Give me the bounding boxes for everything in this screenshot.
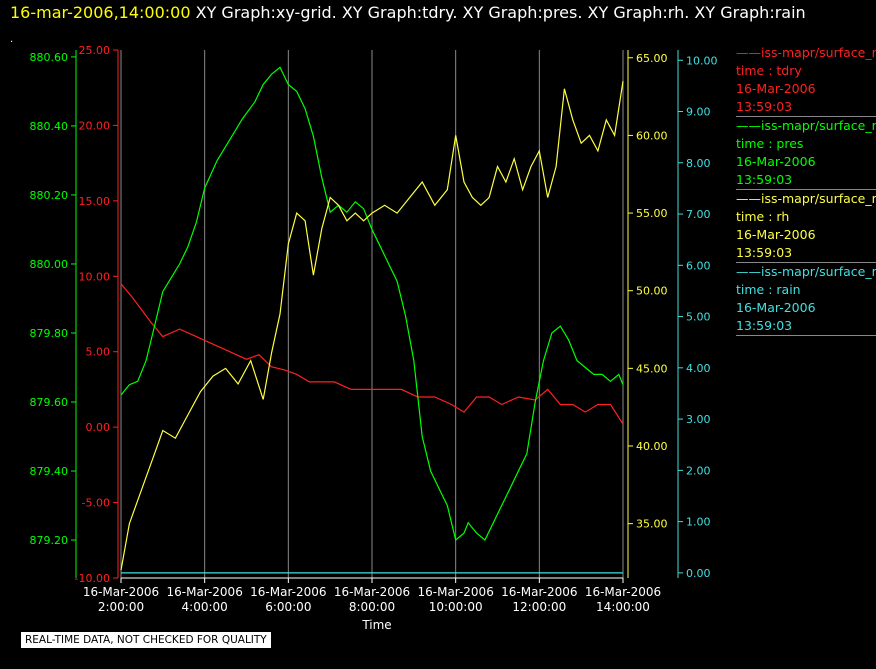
legend-date: 16-Mar-2006 — [736, 81, 816, 96]
rh-axis-tick-label: 55.00 — [636, 207, 668, 220]
rain-axis-tick-label: 9.00 — [686, 106, 711, 119]
pres-axis-tick-label: 880.00 — [30, 258, 69, 271]
x-axis-label: Time — [361, 618, 391, 632]
legend-source: ——iss-mapr/surface_m — [736, 45, 876, 60]
rain-axis-tick-label: 0.00 — [686, 567, 711, 580]
tdry-axis-tick-label: 25.00 — [79, 44, 111, 57]
legend-source: ——iss-mapr/surface_m — [736, 191, 876, 206]
tdry-axis-tick-label: 15.00 — [79, 195, 111, 208]
series-line-rh — [120, 81, 624, 571]
x-tick-label-time: 4:00:00 — [182, 600, 228, 614]
tdry-axis-tick-label: -5.00 — [82, 497, 110, 510]
rain-axis-tick-label: 7.00 — [686, 208, 711, 221]
title-timestamp: 16-mar-2006,14:00:00 — [10, 3, 191, 22]
legend-time: 13:59:03 — [736, 318, 793, 333]
x-tick-label-date: 16-Mar-2006 — [501, 585, 577, 599]
legend-field: time : pres — [736, 136, 804, 151]
legend-source: ——iss-mapr/surface_m — [736, 118, 876, 133]
x-tick-label-date: 16-Mar-2006 — [585, 585, 661, 599]
x-tick-label-date: 16-Mar-2006 — [334, 585, 410, 599]
legend-entry-rh: ——iss-mapr/surface_m time : rh 16-Mar-20… — [736, 190, 876, 263]
x-tick-label-time: 8:00:00 — [349, 600, 395, 614]
series-line-tdry — [120, 283, 624, 425]
legend-date: 16-Mar-2006 — [736, 227, 816, 242]
tdry-axis-tick-label: 10.00 — [79, 270, 111, 283]
series-line-pres — [120, 66, 624, 542]
tdry-axis-tick-label: 0.00 — [86, 421, 111, 434]
rain-axis-tick-label: 3.00 — [686, 413, 711, 426]
rain-axis-tick-label: 1.00 — [686, 516, 711, 529]
legend-date: 16-Mar-2006 — [736, 300, 816, 315]
legend-field: time : rain — [736, 282, 801, 297]
rh-axis-tick-label: 35.00 — [636, 518, 668, 531]
legend: ——iss-mapr/surface_m time : tdry 16-Mar-… — [736, 44, 876, 336]
legend-time: 13:59:03 — [736, 245, 793, 260]
x-tick-label-time: 14:00:00 — [596, 600, 650, 614]
tdry-axis-tick-label: -10.00 — [75, 572, 110, 585]
rh-axis-tick-label: 65.00 — [636, 52, 668, 65]
legend-field: time : tdry — [736, 63, 802, 78]
rain-axis-tick-label: 10.00 — [686, 54, 718, 67]
x-tick-label-time: 10:00:00 — [429, 600, 483, 614]
stray-dot: . — [10, 34, 14, 45]
pres-axis-tick-label: 879.40 — [30, 465, 69, 478]
pres-axis-tick-label: 879.60 — [30, 396, 69, 409]
rain-axis-tick-label: 6.00 — [686, 259, 711, 272]
legend-separator — [736, 116, 876, 117]
x-tick-label-time: 2:00:00 — [98, 600, 144, 614]
tdry-axis-tick-label: 20.00 — [79, 119, 111, 132]
rh-axis-tick-label: 45.00 — [636, 362, 668, 375]
pres-axis-tick-label: 880.60 — [30, 51, 69, 64]
rh-axis-tick-label: 40.00 — [636, 440, 668, 453]
x-tick-label-date: 16-Mar-2006 — [417, 585, 493, 599]
legend-entry-rain: ——iss-mapr/surface_m time : rain 16-Mar-… — [736, 263, 876, 336]
x-tick-label-date: 16-Mar-2006 — [83, 585, 159, 599]
title-graphs: XY Graph:xy-grid. XY Graph:tdry. XY Grap… — [195, 3, 806, 22]
rain-axis-tick-label: 4.00 — [686, 362, 711, 375]
pres-axis-tick-label: 879.20 — [30, 534, 69, 547]
legend-time: 13:59:03 — [736, 172, 793, 187]
legend-separator — [736, 262, 876, 263]
pres-axis-tick-label: 880.20 — [30, 189, 69, 202]
x-tick-label-date: 16-Mar-2006 — [166, 585, 242, 599]
legend-entry-tdry: ——iss-mapr/surface_m time : tdry 16-Mar-… — [736, 44, 876, 117]
rh-axis-tick-label: 60.00 — [636, 129, 668, 142]
rain-axis-tick-label: 2.00 — [686, 464, 711, 477]
legend-separator — [736, 189, 876, 190]
x-tick-label-time: 12:00:00 — [512, 600, 566, 614]
rain-axis-tick-label: 5.00 — [686, 311, 711, 324]
legend-time: 13:59:03 — [736, 99, 793, 114]
pres-axis-tick-label: 879.80 — [30, 327, 69, 340]
pres-axis-tick-label: 880.40 — [30, 120, 69, 133]
legend-field: time : rh — [736, 209, 790, 224]
chart-title: 16-mar-2006,14:00:00 XY Graph:xy-grid. X… — [10, 3, 806, 22]
legend-source: ——iss-mapr/surface_m — [736, 264, 876, 279]
rain-axis-tick-label: 8.00 — [686, 157, 711, 170]
legend-entry-pres: ——iss-mapr/surface_m time : pres 16-Mar-… — [736, 117, 876, 190]
x-tick-label-date: 16-Mar-2006 — [250, 585, 326, 599]
rh-axis-tick-label: 50.00 — [636, 285, 668, 298]
legend-date: 16-Mar-2006 — [736, 154, 816, 169]
quality-notice: REAL-TIME DATA, NOT CHECKED FOR QUALITY — [20, 631, 272, 649]
legend-separator — [736, 335, 876, 336]
x-tick-label-time: 6:00:00 — [265, 600, 311, 614]
tdry-axis-tick-label: 5.00 — [86, 346, 111, 359]
